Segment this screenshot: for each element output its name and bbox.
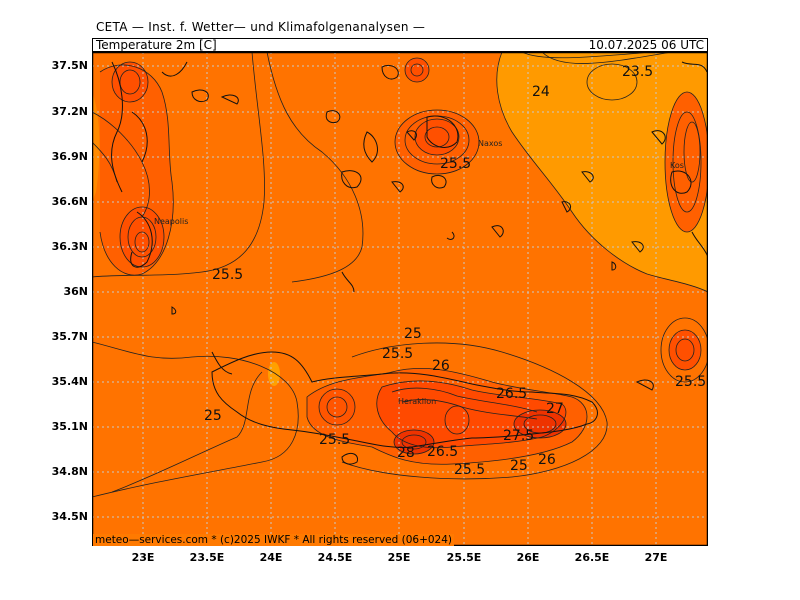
- lat-label: 37.5N: [51, 59, 88, 72]
- variable-bar: Temperature 2m [C] 10.07.2025 06 UTC: [92, 38, 708, 52]
- lat-label: 36.9N: [51, 150, 88, 163]
- contour-label: 25.5: [675, 374, 706, 390]
- lat-label: 35.7N: [51, 330, 88, 343]
- contour-label: 25: [204, 408, 222, 424]
- lon-label: 24.5E: [317, 551, 353, 564]
- lon-label: 26E: [516, 551, 540, 564]
- cool-strip-west: [92, 92, 100, 202]
- place-heraklion: Heraklion: [398, 397, 436, 406]
- contour-label: 26.5: [427, 444, 458, 460]
- warm-spot-rhodes: [669, 330, 701, 370]
- contour-label: 28: [397, 445, 415, 461]
- lon-label: 25.5E: [446, 551, 482, 564]
- contour-label: 25.5: [440, 156, 471, 172]
- lon-label: 26.5E: [574, 551, 610, 564]
- contour-label: 26: [538, 452, 556, 468]
- warm-spot-neapolis: [120, 207, 164, 267]
- cool-zone: [496, 52, 708, 292]
- contour-label: 25: [510, 458, 528, 474]
- place-names: Neapolis Naxos Heraklion Kos: [154, 139, 684, 406]
- variable-label: Temperature 2m [C]: [96, 38, 217, 52]
- contour-label: 27: [546, 401, 564, 417]
- warm-spot-naxos-core: [415, 119, 459, 155]
- contour-label: 27.5: [503, 428, 534, 444]
- lon-label: 27E: [644, 551, 668, 564]
- warm-spot-paros: [405, 58, 429, 82]
- contour-label: 24: [532, 84, 550, 100]
- place-neapolis: Neapolis: [154, 217, 188, 226]
- chart-title: CETA — Inst. f. Wetter— und Klimafolgena…: [96, 20, 426, 34]
- east-crete-hotspot: [514, 410, 566, 438]
- lon-label: 24E: [259, 551, 283, 564]
- lat-label: 36.3N: [51, 240, 88, 253]
- lat-label: 34.5N: [51, 510, 88, 523]
- lat-label: 35.1N: [51, 420, 88, 433]
- contour-label: 25: [404, 326, 422, 342]
- contour-label: 26: [432, 358, 450, 374]
- copyright-footer: meteo—services.com * (c)2025 IWKF * All …: [93, 534, 455, 546]
- lat-label: 35.4N: [51, 375, 88, 388]
- isotherm-labels: 23.5 24 25.5 25.5 25 25.5 26 25 25.5 26.…: [204, 64, 706, 478]
- lon-label: 23E: [131, 551, 155, 564]
- contour-label: 25.5: [212, 267, 243, 283]
- contour-label: 25.5: [319, 432, 350, 448]
- isotherms: [91, 51, 710, 498]
- valid-time: 10.07.2025 06 UTC: [588, 38, 704, 52]
- lat-label: 34.8N: [51, 465, 88, 478]
- lon-label: 25E: [387, 551, 411, 564]
- contour-label: 23.5: [622, 64, 653, 80]
- temperature-map: 23.5 24 25.5 25.5 25 25.5 26 25 25.5 26.…: [91, 51, 710, 547]
- place-naxos: Naxos: [478, 139, 502, 148]
- lat-label: 36N: [63, 285, 88, 298]
- place-kos: Kos: [670, 161, 684, 170]
- lat-label: 36.6N: [51, 195, 88, 208]
- lat-label: 37.2N: [51, 105, 88, 118]
- heraklion-hotspot: [394, 430, 434, 454]
- contour-label: 25.5: [382, 346, 413, 362]
- map: 23.5 24 25.5 25.5 25 25.5 26 25 25.5 26.…: [91, 51, 710, 547]
- contour-label: 25.5: [454, 462, 485, 478]
- warm-spot-kos: [665, 92, 709, 232]
- coastlines: [111, 61, 709, 465]
- west-crete-warm: [319, 389, 355, 425]
- lon-label: 23.5E: [189, 551, 225, 564]
- contour-label: 26.5: [496, 386, 527, 402]
